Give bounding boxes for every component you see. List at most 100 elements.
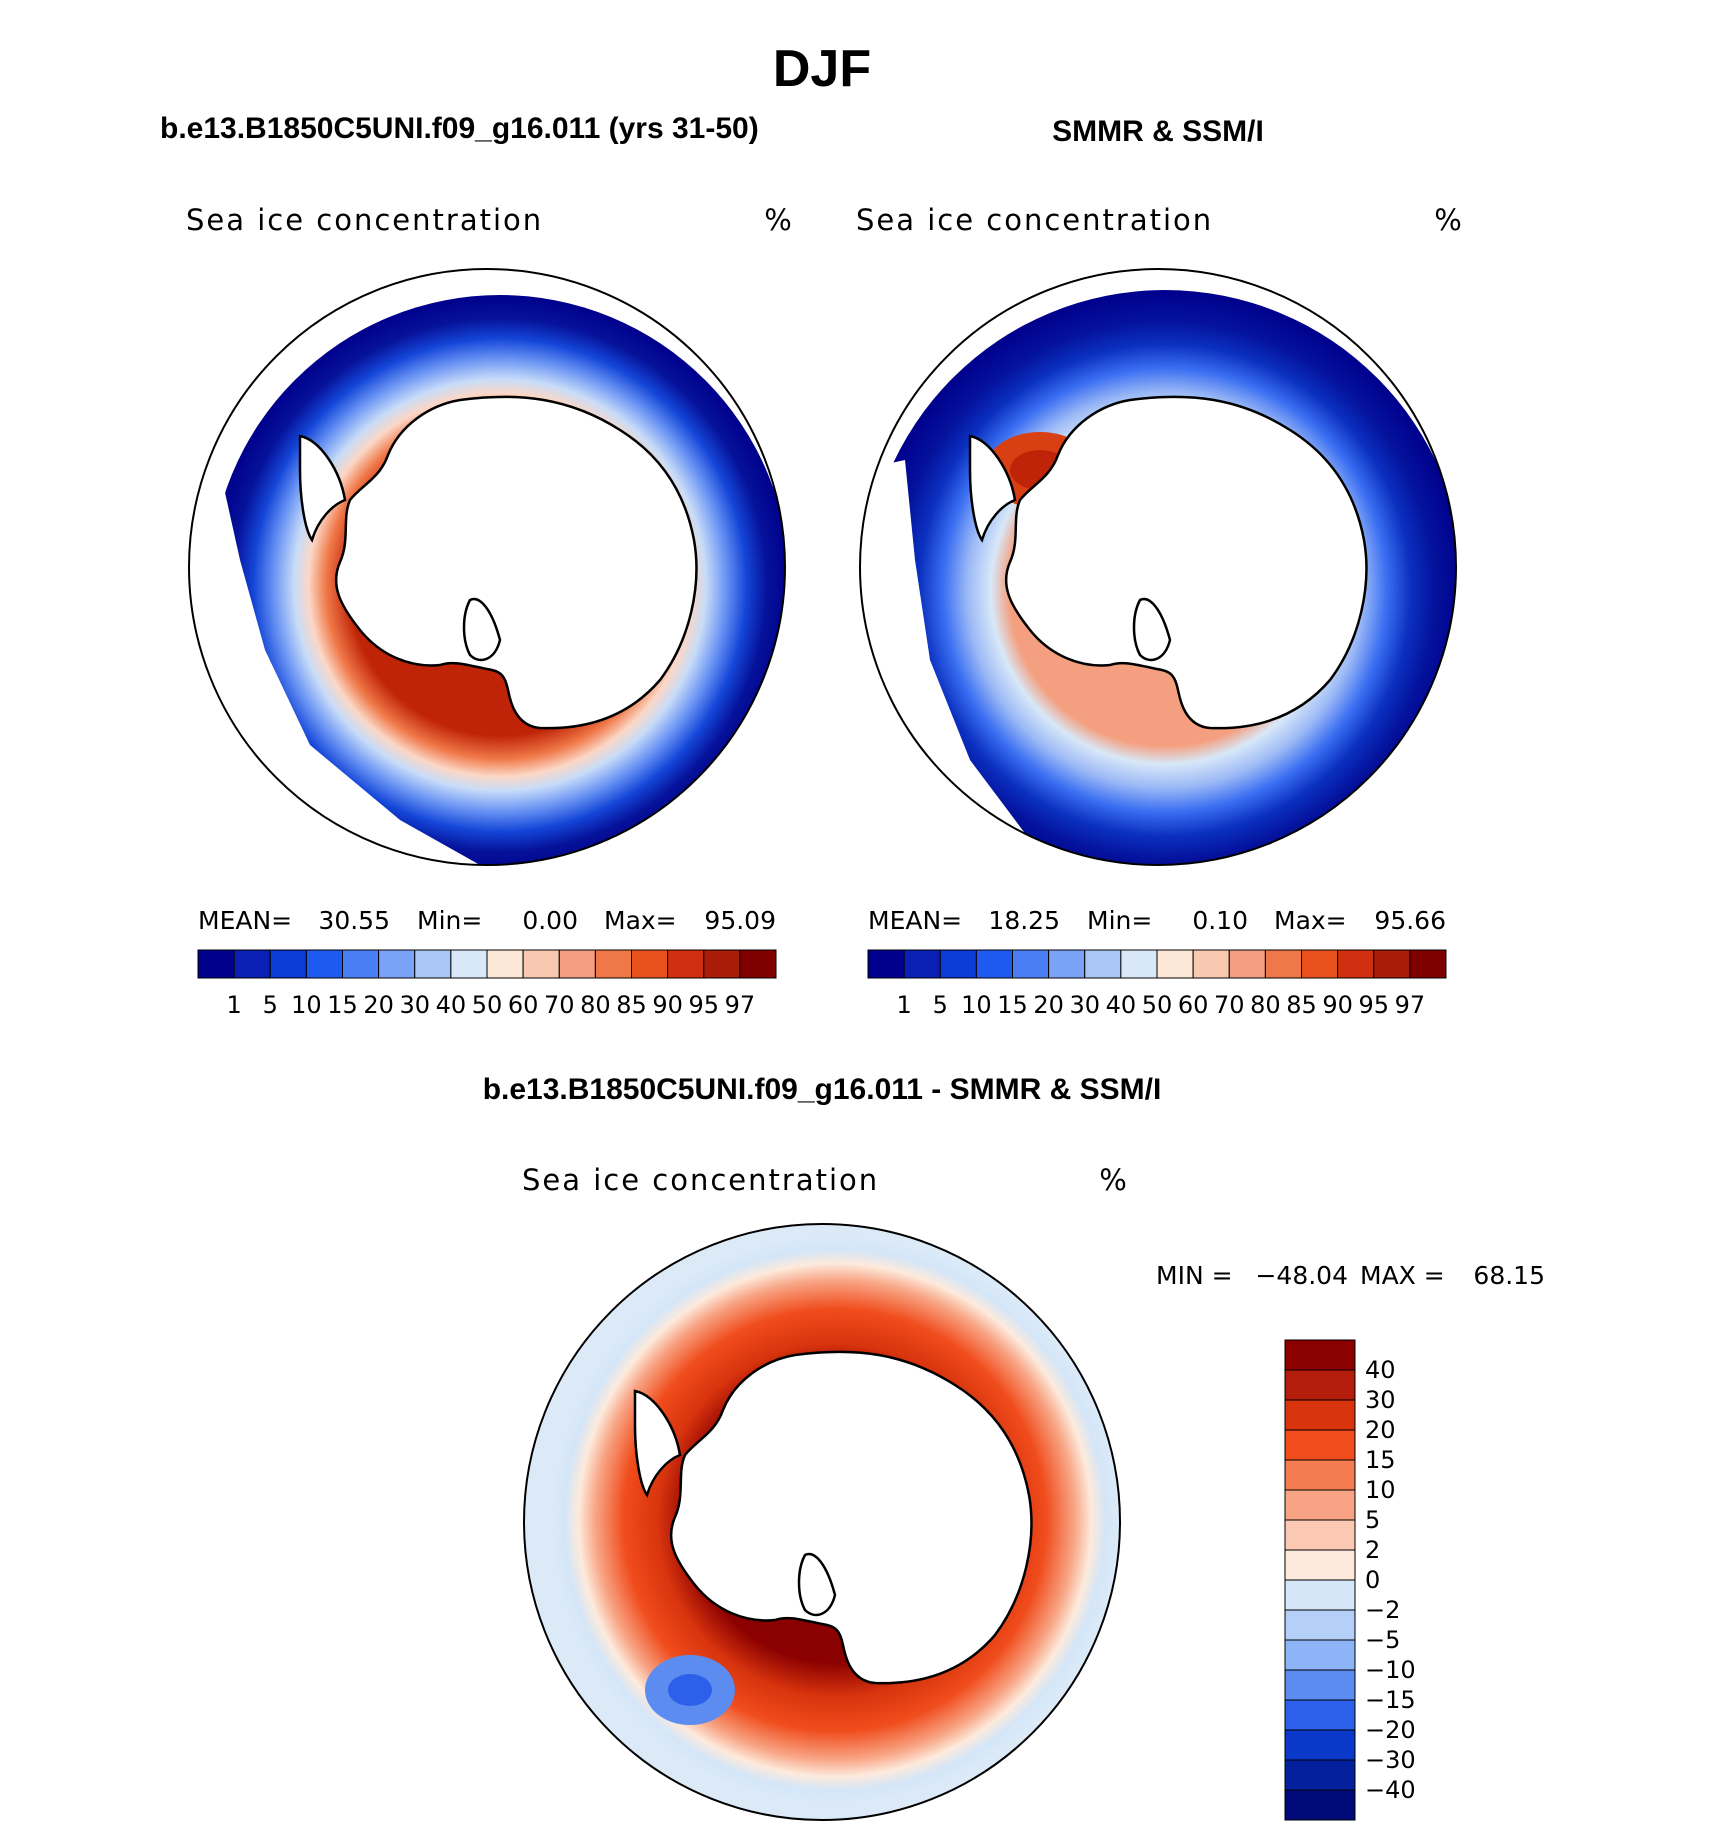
colorbar-box <box>1284 1729 1356 1761</box>
colorbar-box <box>1284 1459 1356 1491</box>
colorbar-tick-label: 40 <box>1106 991 1137 1019</box>
stat-min-value: −48.04 <box>1255 1261 1348 1290</box>
colorbar-tick-label: 95 <box>1358 991 1389 1019</box>
panel-model: b.e13.B1850C5UNI.f09_g16.011 (yrs 31-50)… <box>160 112 792 1019</box>
stat-min-label: MIN = <box>1156 1261 1233 1290</box>
antarctica-outline <box>1004 395 1368 730</box>
colorbar-tick-label: 1 <box>896 991 911 1019</box>
panel-diff-stats: MIN = −48.04 MAX = 68.15 <box>1156 1261 1545 1290</box>
colorbar-tick-label: 50 <box>1142 991 1173 1019</box>
stat-min-value: 0.10 <box>1192 906 1248 935</box>
colorbar-box <box>450 949 488 979</box>
colorbar-tick-label: 15 <box>1365 1446 1396 1474</box>
panel-model-subtitle: b.e13.B1850C5UNI.f09_g16.011 (yrs 31-50) <box>160 112 759 145</box>
colorbar-tick-label: −40 <box>1365 1776 1416 1804</box>
colorbar-box <box>939 949 977 979</box>
colorbar-box <box>414 949 452 979</box>
stat-mean-label: MEAN= <box>198 906 292 935</box>
panel-obs-field-label: Sea ice concentration <box>856 203 1213 237</box>
figure-title: DJF <box>773 40 871 98</box>
colorbar-box <box>631 949 669 979</box>
colorbar-box <box>558 949 596 979</box>
colorbar-tick-label: 70 <box>544 991 575 1019</box>
colorbar-tick-label: 5 <box>263 991 278 1019</box>
colorbar-tick-label: 40 <box>436 991 467 1019</box>
colorbar-tick-label: 90 <box>1322 991 1353 1019</box>
colorbar-box <box>1284 1339 1356 1371</box>
colorbar-box <box>1284 1759 1356 1791</box>
colorbar-box <box>1012 949 1050 979</box>
colorbar-tick-label: 85 <box>616 991 647 1019</box>
colorbar-box <box>1284 1429 1356 1461</box>
colorbar-tick-label: 97 <box>1395 991 1426 1019</box>
colorbar-box <box>305 949 343 979</box>
colorbar-tick-label: 95 <box>688 991 719 1019</box>
colorbar-box <box>1048 949 1086 979</box>
colorbar-tick-label: 30 <box>1069 991 1100 1019</box>
panel-model-stats: MEAN= 30.55 Min= 0.00 Max= 95.09 <box>198 906 776 935</box>
panel-model-map <box>188 268 786 866</box>
colorbar-tick-label: 60 <box>508 991 539 1019</box>
colorbar-tick-label: 20 <box>1365 1416 1396 1444</box>
colorbar-box <box>903 949 941 979</box>
panel-diff-field-label: Sea ice concentration <box>522 1163 879 1197</box>
stat-max-value: 68.15 <box>1473 1261 1545 1290</box>
stat-max-label: Max= <box>604 906 677 935</box>
colorbar-tick-label: 0 <box>1365 1566 1380 1594</box>
panel-obs-map <box>859 268 1457 866</box>
stat-max-label: Max= <box>1274 906 1347 935</box>
colorbar-box <box>486 949 524 979</box>
colorbar-box <box>1373 949 1411 979</box>
panel-model-field-label: Sea ice concentration <box>186 203 543 237</box>
colorbar-tick-label: 30 <box>399 991 430 1019</box>
colorbar-tick-label: 15 <box>997 991 1028 1019</box>
stat-max-value: 95.66 <box>1374 906 1446 935</box>
colorbar-tick-label: 15 <box>327 991 358 1019</box>
colorbar-tick-label: 50 <box>472 991 503 1019</box>
colorbar-box <box>739 949 777 979</box>
stat-mean-value: 18.25 <box>988 906 1060 935</box>
stat-max-value: 95.09 <box>704 906 776 935</box>
colorbar-tick-label: −5 <box>1365 1626 1400 1654</box>
colorbar-box <box>1284 1519 1356 1551</box>
antarctica-outline <box>669 1350 1033 1685</box>
stat-min-label: Min= <box>417 906 482 935</box>
colorbar-box <box>269 949 307 979</box>
colorbar-tick-label: 60 <box>1178 991 1209 1019</box>
stat-min-label: Min= <box>1087 906 1152 935</box>
colorbar-tick-label: −20 <box>1365 1716 1416 1744</box>
colorbar-box <box>1284 1609 1356 1641</box>
stat-mean-label: MEAN= <box>868 906 962 935</box>
colorbar-box <box>1337 949 1375 979</box>
panel-diff-units: % <box>1099 1163 1127 1197</box>
panel-model-units: % <box>764 203 792 237</box>
colorbar-tick-label: 20 <box>1033 991 1064 1019</box>
colorbar-box <box>197 949 235 979</box>
colorbar-box <box>1284 1639 1356 1671</box>
colorbar-box <box>1284 1699 1356 1731</box>
colorbar-tick-label: 10 <box>961 991 992 1019</box>
panel-diff: b.e13.B1850C5UNI.f09_g16.011 - SMMR & SS… <box>483 1073 1545 1821</box>
panel-diff-map <box>523 1223 1121 1821</box>
panel-obs: SMMR & SSM/I Sea ice concentration % MEA… <box>856 115 1462 1019</box>
antarctica-outline <box>334 395 698 730</box>
colorbar-tick-label: −2 <box>1365 1596 1400 1624</box>
stat-max-label: MAX = <box>1360 1261 1445 1290</box>
colorbar-tick-label: 5 <box>933 991 948 1019</box>
panel-obs-subtitle: SMMR & SSM/I <box>1052 115 1264 148</box>
colorbar-box <box>667 949 705 979</box>
colorbar-box <box>1284 1399 1356 1431</box>
colorbar-box <box>1284 1669 1356 1701</box>
colorbar-box <box>703 949 741 979</box>
colorbar-box <box>1192 949 1230 979</box>
panel-diff-subtitle: b.e13.B1850C5UNI.f09_g16.011 - SMMR & SS… <box>483 1073 1162 1106</box>
colorbar-box <box>975 949 1013 979</box>
colorbar-tick-label: 20 <box>363 991 394 1019</box>
stat-min-value: 0.00 <box>522 906 578 935</box>
colorbar-box <box>1120 949 1158 979</box>
colorbar-box <box>594 949 632 979</box>
colorbar-box <box>867 949 905 979</box>
panel-obs-units: % <box>1434 203 1462 237</box>
colorbar-tick-label: 30 <box>1365 1386 1396 1414</box>
